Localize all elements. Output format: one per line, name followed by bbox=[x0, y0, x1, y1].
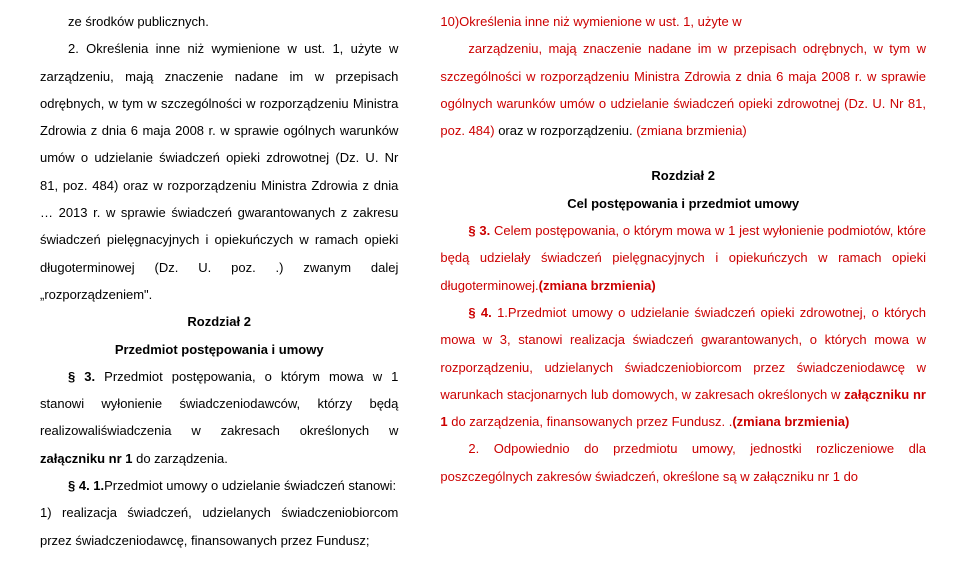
right-p1d-change: (zmiana brzmienia) bbox=[633, 123, 747, 138]
left-p4-item1: 1) realizacja świadczeń, udzielanych świ… bbox=[40, 499, 398, 554]
right-p4-section: § 4. bbox=[468, 305, 497, 320]
left-p2: 2. Określenia inne niż wymienione w ust.… bbox=[40, 35, 398, 308]
left-chapter-heading: Rozdział 2 bbox=[40, 308, 398, 335]
right-subject-heading: Cel postępowania i przedmiot umowy bbox=[440, 190, 926, 217]
right-p4-body-b: do zarządzenia, finansowanych przez Fund… bbox=[448, 414, 733, 429]
right-chapter-heading: Rozdział 2 bbox=[440, 162, 926, 189]
left-p3-tail: do zarządzenia. bbox=[132, 451, 227, 466]
left-p1: ze środków publicznych. bbox=[40, 8, 398, 35]
spacer bbox=[440, 144, 926, 162]
right-p3-section: § 3. bbox=[468, 223, 490, 238]
right-p1c: oraz w rozporządzeniu. bbox=[495, 123, 633, 138]
left-p4-section: § 4. 1. bbox=[68, 478, 104, 493]
left-p3-attachment: załączniku nr 1 bbox=[40, 451, 132, 466]
right-p3-change: (zmiana brzmienia) bbox=[539, 278, 656, 293]
right-p3-body: Celem postępowania, o którym mowa w 1 je… bbox=[440, 223, 926, 293]
left-p4-body: Przedmiot umowy o udzielanie świadczeń s… bbox=[104, 478, 396, 493]
right-p3: § 3. Celem postępowania, o którym mowa w… bbox=[440, 217, 926, 299]
document-page: ze środków publicznych. 2. Określenia in… bbox=[0, 0, 960, 569]
right-column: 10)Określenia inne niż wymienione w ust.… bbox=[422, 0, 960, 569]
right-p1b: zarządzeniu, mają znaczenie nadane im w … bbox=[440, 35, 926, 144]
right-p1: 10)Określenia inne niż wymienione w ust.… bbox=[440, 8, 926, 35]
right-p5: 2. Odpowiednio do przedmiotu umowy, jedn… bbox=[440, 435, 926, 490]
left-column: ze środków publicznych. 2. Określenia in… bbox=[0, 0, 422, 569]
left-p3-section: § 3. bbox=[68, 369, 95, 384]
left-p3: § 3. Przedmiot postępowania, o którym mo… bbox=[40, 363, 398, 472]
right-p4: § 4. 1.Przedmiot umowy o udzielanie świa… bbox=[440, 299, 926, 435]
left-p4: § 4. 1.Przedmiot umowy o udzielanie świa… bbox=[40, 472, 398, 499]
left-subject-heading: Przedmiot postępowania i umowy bbox=[40, 336, 398, 363]
right-p1-lead: 10)Określenia inne niż wymienione w ust.… bbox=[440, 14, 741, 29]
right-p4-change: (zmiana brzmienia) bbox=[732, 414, 849, 429]
